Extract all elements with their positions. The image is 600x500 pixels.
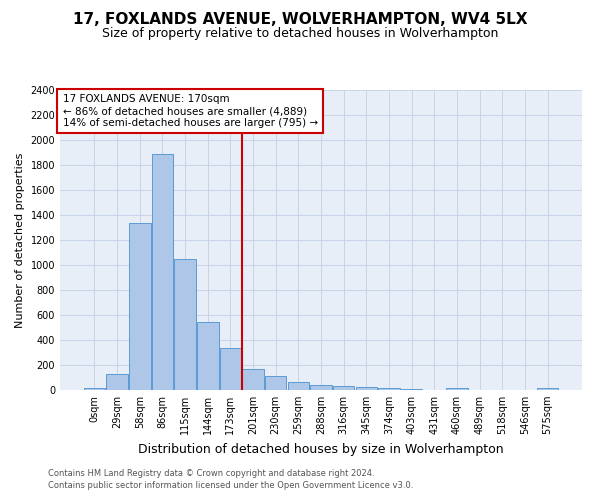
- Text: Contains public sector information licensed under the Open Government Licence v3: Contains public sector information licen…: [48, 481, 413, 490]
- Text: Contains HM Land Registry data © Crown copyright and database right 2024.: Contains HM Land Registry data © Crown c…: [48, 468, 374, 477]
- Text: 17 FOXLANDS AVENUE: 170sqm
← 86% of detached houses are smaller (4,889)
14% of s: 17 FOXLANDS AVENUE: 170sqm ← 86% of deta…: [62, 94, 318, 128]
- Y-axis label: Number of detached properties: Number of detached properties: [15, 152, 25, 328]
- Text: 17, FOXLANDS AVENUE, WOLVERHAMPTON, WV4 5LX: 17, FOXLANDS AVENUE, WOLVERHAMPTON, WV4 …: [73, 12, 527, 28]
- Bar: [333, 386, 355, 390]
- Bar: [197, 322, 218, 390]
- X-axis label: Distribution of detached houses by size in Wolverhampton: Distribution of detached houses by size …: [138, 442, 504, 456]
- Bar: [537, 388, 558, 390]
- Bar: [129, 222, 151, 390]
- Bar: [378, 388, 400, 390]
- Bar: [310, 385, 332, 390]
- Bar: [84, 388, 105, 390]
- Bar: [265, 376, 286, 390]
- Bar: [106, 374, 128, 390]
- Bar: [175, 260, 196, 390]
- Bar: [242, 369, 264, 390]
- Bar: [356, 387, 377, 390]
- Bar: [287, 382, 309, 390]
- Bar: [446, 388, 467, 390]
- Bar: [220, 348, 241, 390]
- Text: Size of property relative to detached houses in Wolverhampton: Size of property relative to detached ho…: [102, 28, 498, 40]
- Bar: [401, 388, 422, 390]
- Bar: [152, 154, 173, 390]
